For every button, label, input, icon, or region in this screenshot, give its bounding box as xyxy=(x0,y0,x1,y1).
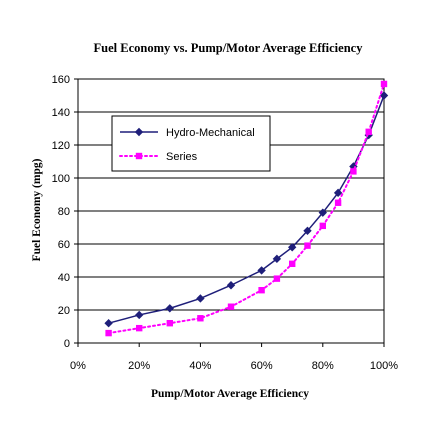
data-point xyxy=(258,287,265,294)
x-tick-label: 60% xyxy=(251,360,273,372)
plot-area-border xyxy=(77,78,385,344)
data-point xyxy=(105,329,112,337)
y-tick-label: 160 xyxy=(52,74,70,86)
legend-entry: Series xyxy=(119,151,198,163)
y-tick-label: 120 xyxy=(52,140,70,152)
x-tick-labels: 0% 20% 40% 60% 80% 100% xyxy=(70,360,398,372)
legend-entry: Hydro-Mechanical xyxy=(120,127,255,139)
data-point xyxy=(104,319,113,328)
y-tick-label: 20 xyxy=(58,305,70,317)
data-point xyxy=(303,226,312,235)
grid-lines xyxy=(74,78,385,347)
y-tick-label: 100 xyxy=(52,173,70,185)
x-tick-label: 40% xyxy=(189,360,211,372)
data-point xyxy=(227,303,235,310)
y-tick-label: 60 xyxy=(58,239,70,251)
data-point xyxy=(333,188,343,198)
data-point xyxy=(334,199,342,206)
data-point xyxy=(380,80,388,88)
y-tick-labels: 0 20 40 60 80 100 120 140 160 xyxy=(52,74,70,350)
y-tick-label: 40 xyxy=(58,272,70,284)
legend-swatch-marker xyxy=(135,152,143,160)
legend: Hydro-Mechanical Series xyxy=(111,115,271,172)
series-series xyxy=(105,80,388,337)
legend-label: Series xyxy=(166,151,198,163)
legend-items: Hydro-Mechanical Series xyxy=(119,127,255,163)
legend-label: Hydro-Mechanical xyxy=(166,127,255,139)
y-tick-label: 140 xyxy=(52,107,70,119)
data-point xyxy=(135,310,144,320)
data-point xyxy=(226,281,236,290)
chart-title: Fuel Economy vs. Pump/Motor Average Effi… xyxy=(94,41,364,55)
x-tick-label: 80% xyxy=(312,360,334,372)
data-point xyxy=(165,304,174,313)
data-point xyxy=(319,222,326,230)
data-point xyxy=(196,294,205,303)
data-point xyxy=(166,320,173,327)
series-layer xyxy=(104,80,389,337)
x-tick-label: 0% xyxy=(70,360,86,372)
data-point xyxy=(350,168,357,175)
y-tick-label: 0 xyxy=(64,338,70,350)
data-point xyxy=(272,254,282,264)
data-point xyxy=(136,324,143,332)
y-axis-label: Fuel Economy (mpg) xyxy=(31,158,43,261)
x-tick-label: 20% xyxy=(128,360,150,372)
x-axis-label: Pump/Motor Average Efficiency xyxy=(151,388,309,400)
x-tick-label: 100% xyxy=(370,360,398,372)
data-point xyxy=(273,275,281,282)
data-point xyxy=(318,208,327,217)
y-tick-label: 80 xyxy=(58,206,70,218)
legend-box xyxy=(111,115,271,172)
series-line xyxy=(107,82,385,335)
data-point xyxy=(365,128,372,135)
data-point xyxy=(289,260,296,267)
data-point xyxy=(288,243,297,252)
data-point xyxy=(304,242,311,249)
data-point xyxy=(257,266,266,275)
legend-swatch-marker xyxy=(134,127,144,137)
data-point xyxy=(197,315,204,322)
